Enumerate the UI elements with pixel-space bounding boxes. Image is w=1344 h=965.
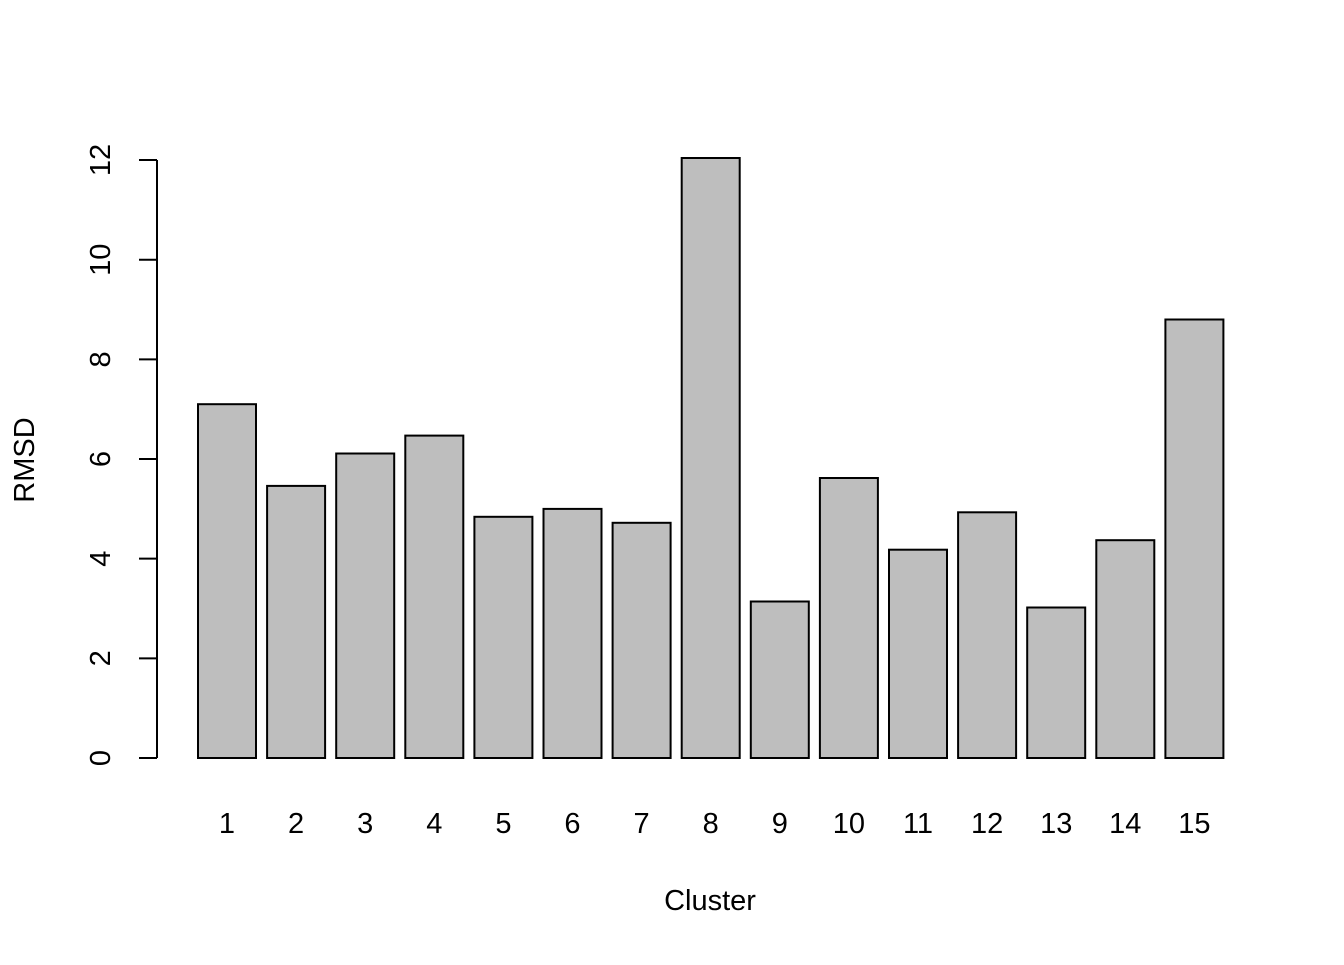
x-tick-label: 6 <box>564 808 580 840</box>
x-tick-label: 14 <box>1109 808 1141 840</box>
y-tick-label: 6 <box>85 451 117 467</box>
bar <box>1095 539 1156 760</box>
x-tick-label: 12 <box>971 808 1003 840</box>
x-tick-label: 10 <box>833 808 865 840</box>
y-tick-label: 10 <box>85 244 117 276</box>
bar <box>680 157 741 759</box>
bar <box>197 403 257 759</box>
y-axis-title: RMSD <box>9 417 41 502</box>
x-tick-label: 8 <box>703 808 719 840</box>
bar <box>266 484 327 759</box>
bar <box>473 515 534 759</box>
x-tick-label: 15 <box>1178 808 1210 840</box>
x-tick-label: 5 <box>495 808 511 840</box>
y-tick-label: 2 <box>85 650 117 666</box>
bar <box>749 600 810 759</box>
bar <box>1026 606 1087 759</box>
bars-group <box>197 157 1225 760</box>
y-axis: 0 2 4 6 8 10 12 <box>85 144 158 766</box>
x-tick-label: 1 <box>219 808 235 840</box>
bar <box>818 477 879 759</box>
bar <box>542 507 603 759</box>
y-tick-label: 0 <box>85 750 117 766</box>
bar <box>335 452 396 759</box>
x-tick-label: 3 <box>357 808 373 840</box>
bar <box>957 511 1018 759</box>
x-tick-label: 7 <box>634 808 650 840</box>
bar <box>888 548 948 760</box>
x-tick-labels: 1 2 3 4 5 6 7 8 9 10 11 12 13 14 15 <box>219 808 1211 840</box>
bar <box>1164 318 1225 759</box>
y-tick-label: 12 <box>85 144 117 176</box>
x-axis-title: Cluster <box>664 885 756 917</box>
bar <box>611 521 672 759</box>
x-tick-label: 11 <box>903 808 933 840</box>
bar <box>404 434 465 759</box>
y-tick-label: 4 <box>85 551 117 567</box>
x-tick-label: 13 <box>1040 808 1072 840</box>
x-tick-label: 9 <box>772 808 788 840</box>
x-tick-label: 2 <box>288 808 304 840</box>
y-tick-label: 8 <box>85 351 117 367</box>
x-tick-label: 4 <box>426 808 442 840</box>
